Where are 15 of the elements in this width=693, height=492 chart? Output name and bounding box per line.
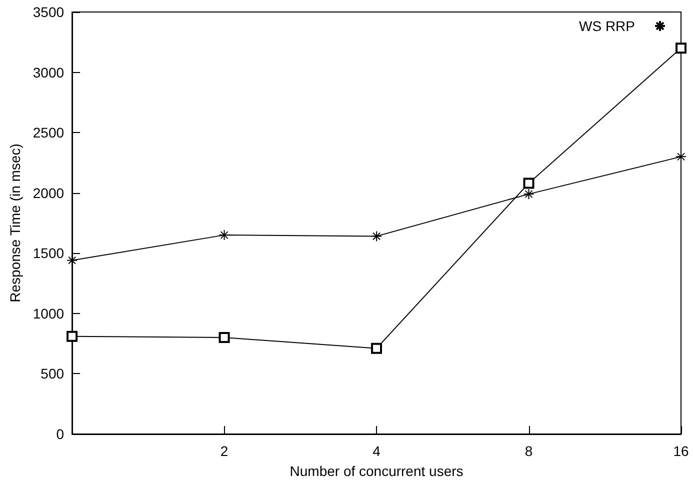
y-tick-label: 3500 [32,4,64,20]
y-tick-label: 2500 [32,124,64,141]
x-tick-label: 4 [372,443,381,459]
y-tick-label: 1500 [32,245,64,262]
y-tick-label: 3000 [32,64,64,80]
x-tick-label: 2 [220,443,228,459]
y-axis-title: Response Time (in msec) [7,144,23,302]
x-tick-label: 16 [673,443,689,459]
y-tick-label: 1000 [32,305,64,322]
y-tick-label: 500 [40,366,64,382]
y-tick-label: 2000 [32,184,64,201]
y-tick-label: 0 [56,426,64,442]
legend-label: WS RRP [579,18,635,34]
x-tick-label: 8 [524,443,533,459]
x-axis-title: Number of concurrent users [290,463,464,479]
